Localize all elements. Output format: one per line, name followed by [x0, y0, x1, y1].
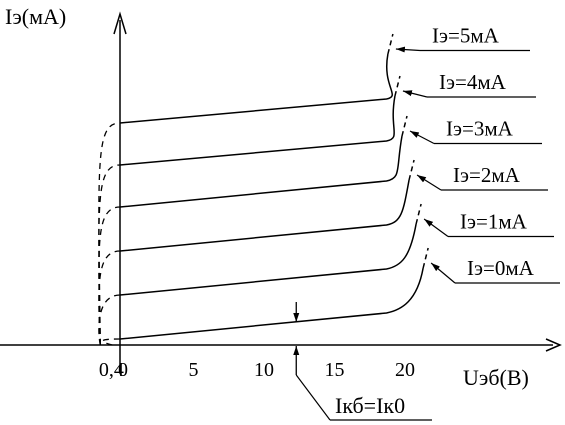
- series-curve: [119, 53, 393, 124]
- series-curve: [119, 95, 396, 166]
- series-label-arrow: [402, 90, 428, 98]
- series-breakdown-dashed: [394, 75, 401, 97]
- annotation-label: Iкб=Iк0: [335, 393, 405, 418]
- series-label: Iэ=2мА: [453, 163, 521, 187]
- series-label-arrow: [423, 218, 449, 237]
- series-breakdown-dashed: [415, 203, 422, 225]
- axes-group: [0, 11, 562, 370]
- series-reverse-dashed: [98, 294, 121, 346]
- series-reverse-dashed: [98, 206, 121, 346]
- series-reverse-dashed: [98, 122, 121, 346]
- series-label: Iэ=4мА: [439, 70, 507, 94]
- x-axis-arrowhead: [545, 338, 562, 352]
- series-breakdown-dashed: [422, 247, 429, 269]
- series-label-arrow: [395, 46, 421, 53]
- x-tick-label: 20: [395, 359, 415, 381]
- series-label: Iэ=5мА: [432, 24, 500, 48]
- series-label-arrow: [409, 130, 435, 145]
- annotation-leader: [295, 374, 331, 421]
- series-curve: [119, 267, 424, 340]
- y-axis-label: Iэ(мА): [5, 4, 66, 29]
- series-label-arrow: [430, 262, 456, 284]
- x-tick-label: 5: [189, 359, 199, 381]
- annotation-group: Iэ(мА) Uэб(B) Iкб=Iк0: [5, 4, 529, 421]
- series-labels: Iэ=0мА Iэ=1мА Iэ=2мА Iэ=3мА Iэ=4мА Iэ=5мА: [395, 24, 560, 284]
- x-tick-labels: 0,40 5 10 15 20: [99, 359, 415, 381]
- x-axis-label: Uэб(B): [463, 365, 529, 390]
- series-reverse-dashed: [102, 338, 121, 346]
- series-breakdown-dashed: [401, 115, 408, 137]
- series-label: Iэ=0мА: [467, 256, 535, 280]
- x-tick-label: 15: [325, 359, 345, 381]
- curves-group: [98, 33, 429, 346]
- x-tick-label: 0: [118, 359, 128, 381]
- x-tick-label: 0,4: [99, 359, 124, 381]
- series-curve: [119, 223, 417, 296]
- series-curve: [119, 179, 410, 252]
- x-tick-label: 10: [254, 359, 274, 381]
- y-axis-arrowhead: [113, 11, 127, 35]
- series-breakdown-dashed: [408, 159, 415, 181]
- series-curve: [119, 135, 403, 208]
- series-label: Iэ=1мА: [460, 210, 528, 234]
- series-breakdown-dashed: [387, 33, 394, 55]
- series-label-arrow: [416, 174, 442, 191]
- series-label: Iэ=3мА: [446, 117, 514, 141]
